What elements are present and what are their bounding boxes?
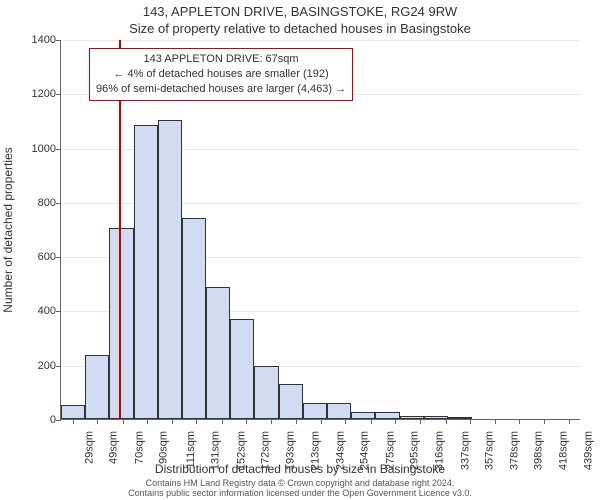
- info-line-larger: 96% of semi-detached houses are larger (…: [96, 82, 346, 97]
- xtick-mark: [123, 419, 124, 424]
- ytick-label: 1000: [6, 143, 56, 155]
- ytick-label: 600: [6, 251, 56, 263]
- info-line-smaller: ← 4% of detached houses are smaller (192…: [96, 67, 346, 82]
- footer-line-2: Contains public sector information licen…: [128, 488, 472, 498]
- xtick-mark: [345, 419, 346, 424]
- xtick-mark: [371, 419, 372, 424]
- ytick-label: 400: [6, 305, 56, 317]
- histogram-bar: [303, 403, 327, 419]
- chart-container: 143, APPLETON DRIVE, BASINGSTOKE, RG24 9…: [0, 0, 600, 500]
- ytick-label: 800: [6, 197, 56, 209]
- histogram-bar: [134, 125, 158, 420]
- ytick-mark: [56, 149, 61, 150]
- histogram-bar: [85, 355, 109, 419]
- footer-line-1: Contains HM Land Registry data © Crown c…: [146, 478, 455, 488]
- page-title: 143, APPLETON DRIVE, BASINGSTOKE, RG24 9…: [0, 4, 600, 19]
- histogram-bar: [448, 417, 472, 419]
- histogram-bar: [109, 228, 133, 419]
- chart-subtitle: Size of property relative to detached ho…: [0, 21, 600, 36]
- info-line-size: 143 APPLETON DRIVE: 67sqm: [96, 52, 346, 67]
- histogram-bar: [158, 120, 182, 419]
- ytick-mark: [56, 311, 61, 312]
- xtick-mark: [544, 419, 545, 424]
- histogram-bar: [279, 384, 303, 419]
- license-footer: Contains HM Land Registry data © Crown c…: [0, 478, 600, 499]
- histogram-bar: [351, 412, 375, 419]
- xtick-mark: [446, 419, 447, 424]
- xtick-mark: [321, 419, 322, 424]
- ytick-label: 0: [6, 414, 56, 426]
- xtick-mark: [519, 419, 520, 424]
- ytick-label: 200: [6, 360, 56, 372]
- x-axis-label: Distribution of detached houses by size …: [0, 462, 600, 476]
- ytick-label: 1400: [6, 34, 56, 46]
- ytick-mark: [56, 94, 61, 95]
- histogram-bar: [182, 218, 206, 419]
- plot-area: 29sqm49sqm70sqm90sqm111sqm131sqm152sqm17…: [60, 40, 580, 420]
- ytick-mark: [56, 420, 61, 421]
- xtick-label: 70sqm: [133, 431, 145, 464]
- xtick-mark: [470, 419, 471, 424]
- ytick-mark: [56, 203, 61, 204]
- histogram-bar: [230, 319, 254, 419]
- property-info-box: 143 APPLETON DRIVE: 67sqm← 4% of detache…: [89, 48, 353, 101]
- xtick-mark: [196, 419, 197, 424]
- xtick-mark: [246, 419, 247, 424]
- xtick-mark: [271, 419, 272, 424]
- histogram-bar: [375, 412, 399, 419]
- histogram-bar: [206, 287, 230, 419]
- xtick-mark: [172, 419, 173, 424]
- xtick-label: 29sqm: [84, 431, 96, 464]
- ytick-mark: [56, 40, 61, 41]
- ytick-mark: [56, 366, 61, 367]
- xtick-mark: [395, 419, 396, 424]
- xtick-mark: [222, 419, 223, 424]
- histogram-bar: [61, 405, 85, 419]
- xtick-mark: [495, 419, 496, 424]
- xtick-mark: [420, 419, 421, 424]
- xtick-label: 90sqm: [157, 431, 169, 464]
- ytick-mark: [56, 257, 61, 258]
- xtick-mark: [73, 419, 74, 424]
- ytick-label: 1200: [6, 88, 56, 100]
- histogram-bar: [327, 403, 351, 419]
- histogram-bar: [424, 416, 448, 419]
- xtick-mark: [147, 419, 148, 424]
- xtick-mark: [296, 419, 297, 424]
- xtick-label: 49sqm: [108, 431, 120, 464]
- xtick-mark: [569, 419, 570, 424]
- gridline: [61, 40, 580, 41]
- xtick-mark: [97, 419, 98, 424]
- histogram-bar: [254, 366, 278, 419]
